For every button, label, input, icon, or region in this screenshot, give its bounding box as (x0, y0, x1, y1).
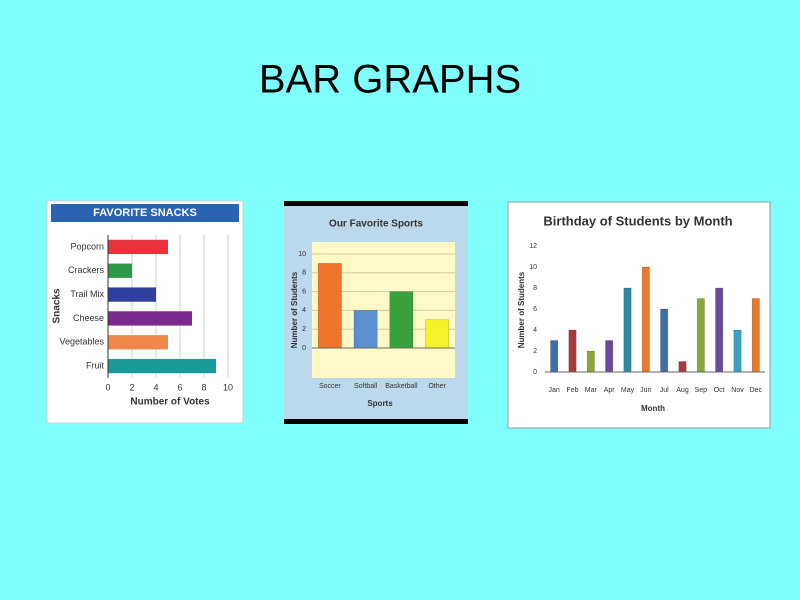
category-label: Cheese (73, 313, 104, 323)
y-tick-label: 8 (302, 270, 306, 277)
y-tick-label: 4 (302, 307, 306, 314)
bar (568, 329, 577, 373)
category-label: Other (428, 383, 446, 390)
panel-2-top-bar (284, 201, 468, 206)
category-label: Jul (660, 387, 669, 394)
category-label: Soccer (319, 383, 341, 390)
bar (389, 291, 414, 349)
bar (550, 340, 559, 373)
bar (586, 350, 595, 373)
bar (108, 311, 192, 326)
bar (641, 266, 650, 373)
y-tick-label: 6 (533, 306, 537, 313)
bar (715, 287, 724, 373)
y-axis-label: Number of Students (290, 271, 299, 348)
chart-title: Our Favorite Sports (329, 219, 423, 230)
y-axis-label: Snacks (52, 288, 63, 323)
x-tick-label: 2 (129, 382, 134, 392)
panel-2-bottom-bar (284, 419, 468, 424)
chart-title: Birthday of Students by Month (543, 213, 732, 228)
bar (751, 298, 760, 373)
x-tick-label: 4 (153, 382, 158, 392)
category-label: Jan (549, 387, 560, 394)
y-tick-label: 10 (529, 264, 537, 271)
bar (318, 263, 342, 349)
y-tick-label: 8 (533, 285, 537, 292)
category-label: Fruit (86, 360, 104, 370)
bar (696, 298, 705, 373)
x-tick-label: 8 (201, 382, 206, 392)
category-label: Vegetables (59, 337, 104, 347)
category-label: Apr (604, 387, 616, 394)
bar (108, 239, 168, 255)
bar (425, 319, 449, 349)
category-label: Jun (640, 387, 651, 394)
bar (108, 358, 216, 374)
bar (660, 308, 669, 373)
bar (353, 310, 378, 349)
category-label: Feb (566, 387, 578, 394)
panel-3 (507, 201, 771, 429)
category-label: Basketball (385, 383, 418, 390)
bar (605, 340, 614, 373)
chart-title: FAVORITE SNACKS (93, 207, 197, 219)
category-label: Aug (676, 387, 689, 394)
x-tick-label: 0 (105, 382, 110, 392)
x-axis-label: Sports (367, 399, 393, 408)
category-label: Softball (354, 383, 378, 390)
panel-1-header (51, 204, 239, 222)
category-label: Popcorn (70, 241, 104, 251)
x-tick-label: 6 (177, 382, 182, 392)
y-tick-label: 0 (302, 345, 306, 352)
bar (108, 335, 168, 350)
y-tick-label: 10 (298, 251, 306, 258)
bar (108, 263, 132, 278)
category-label: Crackers (68, 265, 105, 275)
x-tick-label: 10 (223, 382, 233, 392)
bar (623, 287, 632, 373)
category-label: May (621, 387, 635, 394)
y-axis-label: Number of Students (517, 271, 526, 348)
category-label: Nov (731, 387, 744, 394)
y-tick-label: 0 (533, 369, 537, 376)
y-tick-label: 12 (529, 243, 537, 250)
x-axis-label: Month (641, 404, 665, 413)
bar (733, 329, 742, 373)
x-axis-label: Number of Votes (130, 397, 210, 408)
y-tick-label: 4 (533, 327, 537, 334)
bar (108, 287, 156, 302)
slide-title: BAR GRAPHS (259, 58, 521, 102)
y-tick-label: 2 (302, 326, 306, 333)
category-label: Sep (695, 387, 708, 394)
y-tick-label: 2 (533, 348, 537, 355)
category-label: Oct (714, 387, 725, 394)
category-label: Mar (585, 387, 598, 394)
y-tick-label: 6 (302, 288, 306, 295)
bar (678, 361, 687, 373)
category-label: Trail Mix (70, 289, 104, 299)
category-label: Dec (750, 387, 763, 394)
